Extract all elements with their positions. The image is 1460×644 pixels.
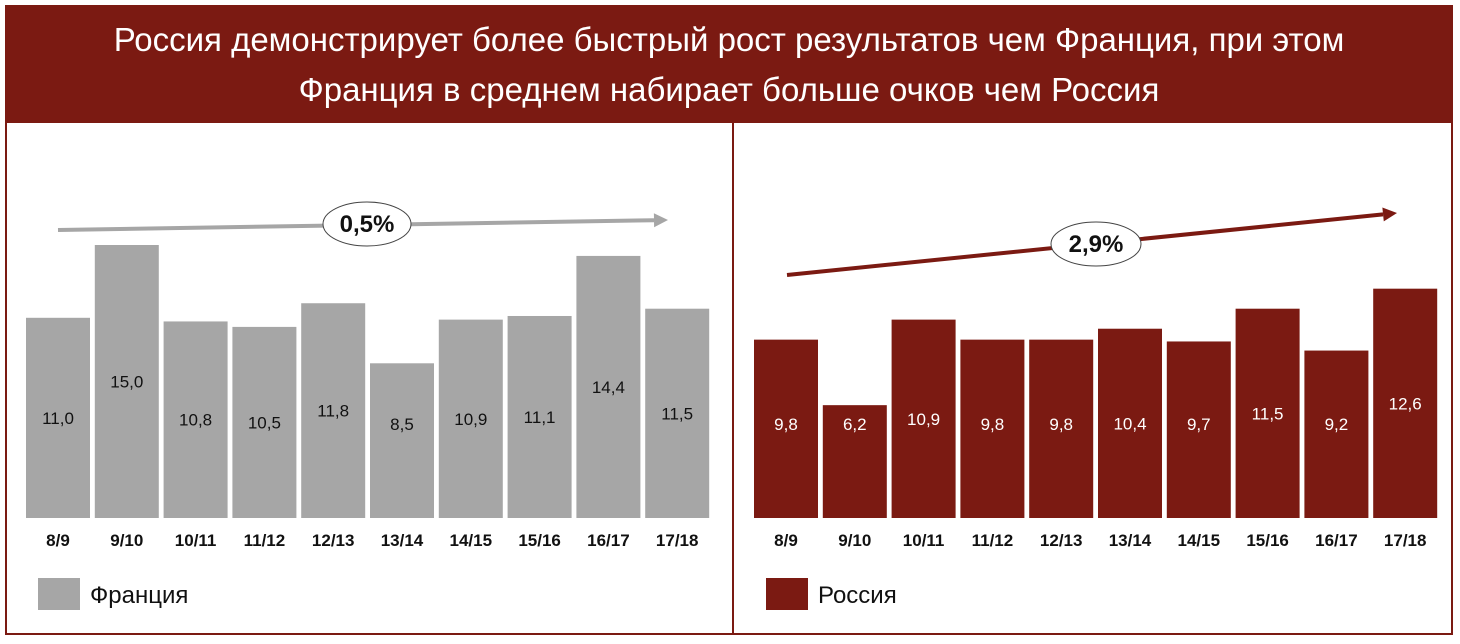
russia-category-label-0: 8/9 xyxy=(774,531,798,550)
france-bar-0 xyxy=(26,317,90,518)
france-legend-swatch xyxy=(38,578,80,610)
russia-category-label-9: 17/18 xyxy=(1384,531,1427,550)
france-bar-1 xyxy=(94,245,159,518)
russia-value-label-5: 10,4 xyxy=(1113,414,1146,433)
russia-bar-2 xyxy=(891,319,956,518)
russia-value-label-1: 6,2 xyxy=(843,415,867,434)
france-category-label-4: 12/13 xyxy=(312,531,355,550)
russia-trend-arrowhead xyxy=(1382,207,1397,222)
france-growth-badge xyxy=(322,201,412,247)
france-category-label-9: 17/18 xyxy=(656,531,699,550)
russia-category-label-4: 12/13 xyxy=(1040,531,1083,550)
russia-bar-1 xyxy=(822,405,887,518)
france-category-label-8: 16/17 xyxy=(587,531,630,550)
france-category-label-0: 8/9 xyxy=(46,531,70,550)
russia-bar-0 xyxy=(754,339,818,518)
russia-value-label-2: 10,9 xyxy=(907,410,940,429)
france-category-label-2: 10/11 xyxy=(175,531,217,550)
russia-value-label-8: 9,2 xyxy=(1325,415,1349,434)
france-bar-2 xyxy=(163,321,228,518)
russia-bar-8 xyxy=(1304,350,1369,518)
russia-value-label-3: 9,8 xyxy=(981,415,1005,434)
france-bar-5 xyxy=(370,363,434,518)
russia-category-label-3: 11/12 xyxy=(972,531,1014,550)
russia-bar-6 xyxy=(1166,341,1231,518)
russia-bar-4 xyxy=(1029,339,1094,518)
france-bar-7 xyxy=(507,315,572,518)
russia-growth-badge xyxy=(1050,221,1142,267)
france-value-label-0: 11,0 xyxy=(42,409,74,428)
france-category-label-3: 11/12 xyxy=(244,531,286,550)
russia-category-label-7: 15/16 xyxy=(1246,531,1289,550)
russia-bar-7 xyxy=(1235,308,1300,518)
france-value-label-7: 11,1 xyxy=(524,408,556,427)
russia-category-label-8: 16/17 xyxy=(1315,531,1358,550)
russia-value-label-4: 9,8 xyxy=(1049,415,1073,434)
title-line-2: Франция в среднем набирает больше очков … xyxy=(298,71,1160,108)
russia-legend-label: Россия xyxy=(818,582,897,609)
france-category-label-5: 13/14 xyxy=(381,531,424,550)
france-bar-6 xyxy=(438,319,503,518)
france-category-label-7: 15/16 xyxy=(518,531,561,550)
france-legend-label: Франция xyxy=(90,582,188,609)
france-value-label-2: 10,8 xyxy=(179,411,212,430)
title-line-1: Россия демонстрирует более быстрый рост … xyxy=(113,21,1345,58)
france-bar-4 xyxy=(301,303,366,518)
france-bar-8 xyxy=(576,255,641,519)
russia-bar-9 xyxy=(1373,288,1438,518)
france-trend-arrowhead xyxy=(653,213,668,228)
russia-category-label-1: 9/10 xyxy=(838,531,871,550)
title-banner: Россия демонстрирует более быстрый рост … xyxy=(7,7,1451,123)
russia-value-label-6: 9,7 xyxy=(1187,415,1211,434)
france-bar-3 xyxy=(232,326,297,518)
russia-bar-5 xyxy=(1098,328,1162,518)
russia-category-label-6: 14/15 xyxy=(1178,531,1221,550)
chart-frame: Россия демонстрирует более быстрый рост … xyxy=(5,5,1453,635)
france-growth-label: 0,5% xyxy=(340,211,395,238)
panel-divider xyxy=(732,123,734,633)
russia-bar-3 xyxy=(960,339,1025,518)
russia-value-label-0: 9,8 xyxy=(774,415,798,434)
russia-value-label-9: 12,6 xyxy=(1389,394,1422,413)
france-category-label-6: 14/15 xyxy=(450,531,493,550)
france-value-label-5: 8,5 xyxy=(390,415,414,434)
france-bar-9 xyxy=(645,308,710,518)
france-category-label-1: 9/10 xyxy=(110,531,143,550)
france-value-label-8: 14,4 xyxy=(592,378,625,397)
france-value-label-3: 10,5 xyxy=(248,413,281,432)
russia-value-label-7: 11,5 xyxy=(1252,404,1284,423)
russia-growth-label: 2,9% xyxy=(1069,231,1124,258)
france-value-label-4: 11,8 xyxy=(317,402,349,421)
russia-category-label-5: 13/14 xyxy=(1109,531,1152,550)
france-value-label-6: 10,9 xyxy=(454,410,487,429)
france-value-label-1: 15,0 xyxy=(110,373,143,392)
russia-category-label-2: 10/11 xyxy=(903,531,945,550)
russia-legend-swatch xyxy=(766,578,808,610)
france-value-label-9: 11,5 xyxy=(661,404,693,423)
